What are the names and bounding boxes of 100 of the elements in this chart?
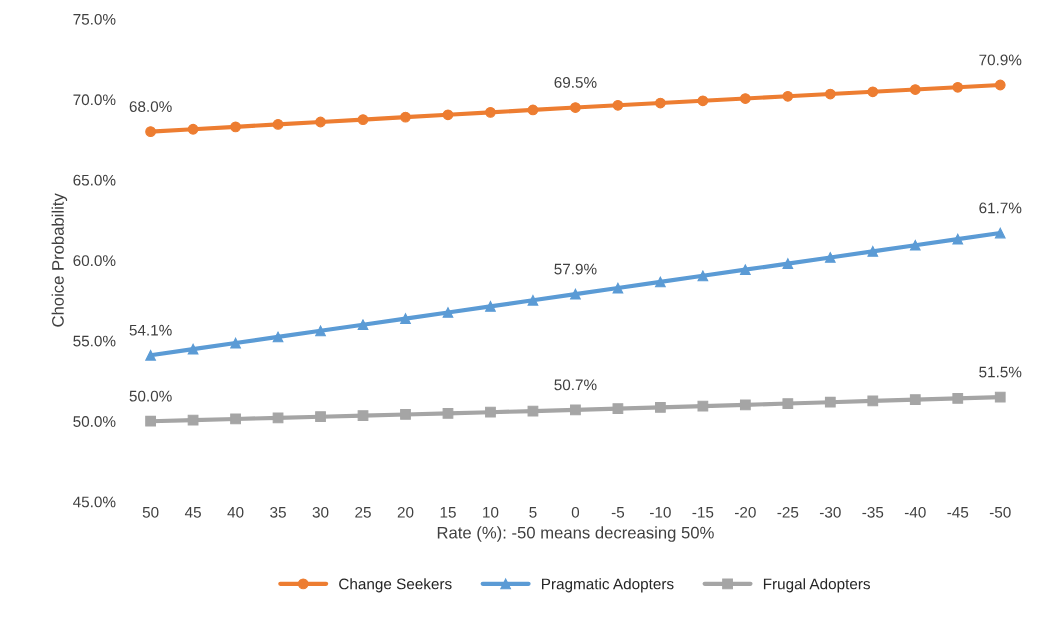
y-tick-label: 45.0% — [73, 496, 116, 508]
point — [272, 119, 284, 130]
point — [442, 109, 454, 121]
data-label: 57.9% — [554, 263, 597, 275]
point — [272, 412, 284, 424]
legend-label: Pragmatic Adopters — [542, 578, 674, 593]
point — [782, 258, 794, 269]
point — [612, 403, 624, 415]
point — [357, 319, 369, 331]
point — [655, 402, 666, 413]
point — [739, 399, 751, 411]
point — [697, 400, 709, 412]
y-tick-label: 60.0% — [73, 255, 116, 267]
data-label: 50.7% — [554, 379, 597, 391]
x-tick-label: 10 — [483, 506, 499, 518]
point — [570, 102, 581, 113]
x-tick-label: -40 — [904, 506, 926, 518]
point — [612, 99, 624, 111]
point — [782, 398, 794, 409]
point — [442, 307, 454, 318]
point — [994, 79, 1006, 91]
point — [909, 239, 921, 251]
point — [824, 252, 836, 263]
point — [230, 121, 241, 133]
point — [824, 88, 836, 100]
x-tick-label: -15 — [692, 507, 714, 518]
x-tick-label: -10 — [650, 506, 671, 518]
point — [230, 413, 241, 425]
point — [400, 111, 411, 123]
x-tick-label: 25 — [355, 506, 371, 518]
x-tick-label: -50 — [989, 506, 1011, 518]
x-tick-label: 35 — [270, 506, 286, 518]
data-label: 69.5% — [554, 77, 597, 88]
point — [697, 95, 709, 107]
point — [400, 313, 411, 324]
data-label: 51.5% — [979, 366, 1022, 378]
point — [187, 123, 199, 135]
point — [994, 391, 1006, 403]
point — [230, 337, 241, 349]
x-tick-label: 20 — [397, 506, 414, 518]
legend-label: Change Seekers — [339, 578, 452, 593]
point — [952, 81, 964, 93]
point — [994, 227, 1006, 239]
x-tick-label: -5 — [611, 507, 625, 518]
x-tick-label: 40 — [227, 506, 244, 518]
point — [867, 395, 879, 407]
y-tick-label: 65.0% — [73, 174, 116, 186]
data-label: 61.7% — [979, 202, 1022, 214]
point — [739, 93, 751, 104]
point — [527, 294, 539, 306]
point — [442, 407, 454, 419]
y-tick-label: 70.0% — [73, 94, 116, 106]
point — [485, 106, 496, 118]
point — [867, 86, 879, 98]
point — [145, 349, 156, 361]
data-label: 70.9% — [979, 54, 1022, 66]
x-tick-label: -35 — [862, 506, 884, 518]
x-tick-label: -30 — [819, 506, 841, 518]
point — [400, 409, 411, 420]
x-axis-title: Rate (%): -50 means decreasing 50% — [437, 526, 714, 542]
point — [655, 276, 666, 288]
x-tick-label: 5 — [529, 507, 537, 518]
point — [782, 90, 794, 102]
x-tick-label: -45 — [947, 507, 969, 518]
x-tick-label: 45 — [184, 507, 201, 518]
y-tick-label: 55.0% — [73, 335, 116, 347]
point — [739, 264, 751, 276]
x-tick-label: -20 — [734, 506, 756, 518]
point — [145, 126, 156, 138]
point — [824, 396, 836, 408]
point — [909, 84, 921, 95]
data-label: 54.1% — [129, 324, 172, 336]
point — [272, 331, 284, 343]
x-tick-label: 15 — [440, 507, 456, 518]
point — [527, 104, 539, 116]
legend-label: Frugal Adopters — [763, 578, 870, 593]
point — [315, 411, 326, 423]
x-tick-label: 30 — [312, 506, 329, 518]
point — [655, 97, 666, 109]
y-tick-label: 50.0% — [73, 416, 116, 427]
y-tick-label: 75.0% — [73, 13, 116, 25]
point — [315, 325, 326, 337]
x-tick-label: -25 — [777, 506, 799, 518]
y-axis-title: Choice Probability — [51, 193, 68, 327]
x-tick-label: 50 — [142, 506, 159, 518]
point — [357, 114, 369, 125]
data-label: 68.0% — [129, 101, 172, 112]
point — [485, 406, 496, 418]
point — [570, 404, 581, 416]
point — [612, 282, 624, 294]
x-tick-label: 0 — [571, 506, 580, 518]
point — [867, 245, 879, 257]
point — [570, 288, 581, 300]
point — [697, 270, 709, 282]
point — [187, 343, 199, 355]
point — [909, 394, 921, 406]
data-label: 50.0% — [129, 390, 172, 402]
point — [145, 415, 156, 427]
point — [357, 410, 369, 421]
point — [952, 392, 964, 404]
